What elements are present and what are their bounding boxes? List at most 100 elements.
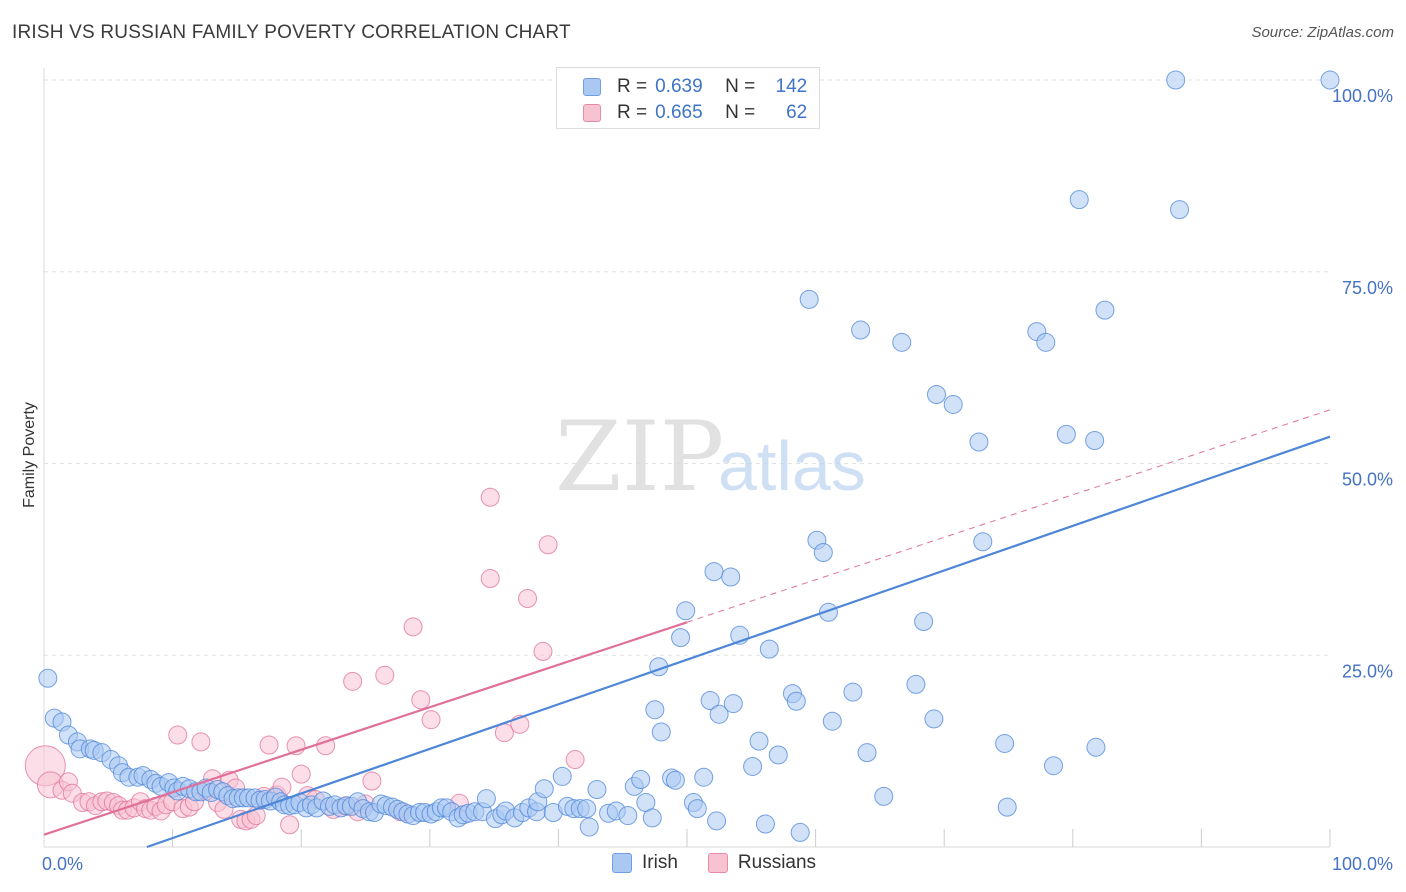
russians-point bbox=[518, 588, 538, 608]
irish-point bbox=[1166, 70, 1186, 90]
irish-point bbox=[38, 668, 58, 688]
irish-point bbox=[851, 320, 871, 340]
irish-point bbox=[790, 822, 810, 842]
irish-point bbox=[973, 532, 993, 552]
irish-point bbox=[997, 797, 1017, 817]
irish-point bbox=[874, 786, 894, 806]
russians-point bbox=[403, 617, 423, 637]
legend-label-irish: Irish bbox=[642, 852, 678, 873]
irish-point bbox=[587, 779, 607, 799]
legend-item-irish[interactable]: Irish bbox=[612, 852, 678, 874]
irish-point bbox=[704, 562, 724, 582]
x-tick-label: 0.0% bbox=[42, 854, 83, 874]
legend-swatch-irish bbox=[583, 78, 601, 96]
axis-ticks: 25.0% 50.0% 75.0% 100.0% 0.0% 100.0% bbox=[42, 86, 1393, 874]
irish-point bbox=[843, 682, 863, 702]
irish-point bbox=[969, 432, 989, 452]
irish-point bbox=[631, 770, 651, 790]
russians-point bbox=[480, 487, 500, 507]
watermark-zip: ZIP bbox=[555, 401, 724, 513]
russians-point bbox=[291, 764, 311, 784]
irish-point bbox=[749, 731, 769, 751]
irish-point bbox=[665, 770, 685, 790]
series-russians-points bbox=[24, 487, 585, 835]
irish-point bbox=[618, 806, 638, 826]
legend-row-russians: R = 0.665 N = 62 bbox=[583, 101, 807, 125]
stats-legend: R = 0.639 N = 142 R = 0.665 N = 62 bbox=[556, 67, 820, 129]
russians-point bbox=[421, 710, 441, 730]
irish-point bbox=[579, 817, 599, 837]
russians-point bbox=[280, 815, 300, 835]
chart-title: IRISH VS RUSSIAN FAMILY POVERTY CORRELAT… bbox=[12, 22, 571, 43]
irish-point bbox=[1069, 190, 1089, 210]
irish-point bbox=[1085, 430, 1105, 450]
russians-point bbox=[362, 771, 382, 791]
legend-r-value: 0.639 bbox=[655, 76, 703, 97]
irish-point bbox=[476, 789, 496, 809]
y-tick-label: 75.0% bbox=[1342, 278, 1393, 298]
russians-point bbox=[168, 725, 188, 745]
irish-point bbox=[813, 542, 833, 562]
irish-point bbox=[799, 289, 819, 309]
irish-point bbox=[768, 745, 788, 765]
legend-item-russians[interactable]: Russians bbox=[707, 852, 817, 874]
irish-point bbox=[759, 639, 779, 659]
legend-label-russians: Russians bbox=[737, 852, 817, 873]
irish-point bbox=[700, 691, 720, 711]
irish-point bbox=[1170, 200, 1190, 220]
russians-point bbox=[343, 671, 363, 691]
series-legend: Irish Russians bbox=[612, 852, 846, 874]
trend-line-russians bbox=[43, 621, 688, 836]
irish-point bbox=[1056, 424, 1076, 444]
legend-n-label: N = bbox=[725, 76, 756, 97]
irish-point bbox=[671, 628, 691, 648]
y-tick-label: 50.0% bbox=[1342, 470, 1393, 490]
trend-line-irish bbox=[146, 435, 1331, 849]
legend-n-value: 62 bbox=[786, 102, 808, 123]
y-tick-label: 25.0% bbox=[1342, 661, 1393, 681]
legend-swatch-irish bbox=[612, 853, 632, 873]
irish-point bbox=[743, 756, 763, 776]
irish-point bbox=[552, 766, 572, 786]
legend-n-label: N = bbox=[725, 102, 756, 123]
irish-point bbox=[1086, 737, 1106, 757]
irish-point bbox=[822, 711, 842, 731]
irish-point bbox=[651, 722, 671, 742]
irish-point bbox=[721, 567, 741, 587]
irish-point bbox=[926, 384, 946, 404]
legend-r-label: R = bbox=[617, 76, 648, 97]
irish-point bbox=[857, 743, 877, 763]
irish-point bbox=[755, 814, 775, 834]
watermark-atlas: atlas bbox=[718, 427, 866, 505]
trend-extension-russians bbox=[686, 409, 1331, 623]
y-tick-label: 100.0% bbox=[1332, 86, 1393, 106]
russians-point bbox=[375, 665, 395, 685]
source-credit: Source: ZipAtlas.com bbox=[1251, 24, 1394, 41]
irish-point bbox=[645, 700, 665, 720]
irish-point bbox=[1036, 332, 1056, 352]
irish-point bbox=[709, 704, 729, 724]
legend-swatch-russians bbox=[583, 104, 601, 122]
y-axis-label: Family Poverty bbox=[21, 402, 38, 508]
russians-point bbox=[191, 732, 211, 752]
russians-point bbox=[480, 569, 500, 589]
irish-point bbox=[914, 612, 934, 632]
irish-point bbox=[1320, 70, 1340, 90]
irish-point bbox=[1095, 300, 1115, 320]
irish-point bbox=[924, 709, 944, 729]
irish-point bbox=[906, 674, 926, 694]
irish-point bbox=[534, 779, 554, 799]
trend-lines bbox=[43, 409, 1331, 849]
russians-point bbox=[411, 690, 431, 710]
legend-swatch-russians bbox=[707, 853, 728, 873]
irish-point bbox=[943, 394, 963, 414]
legend-n-value: 142 bbox=[775, 76, 808, 97]
irish-point bbox=[707, 811, 727, 831]
x-tick-label: 100.0% bbox=[1332, 854, 1393, 874]
irish-point bbox=[818, 602, 838, 622]
irish-point bbox=[1044, 756, 1064, 776]
russians-point bbox=[565, 750, 585, 770]
irish-point bbox=[723, 694, 743, 714]
irish-point bbox=[694, 767, 714, 787]
